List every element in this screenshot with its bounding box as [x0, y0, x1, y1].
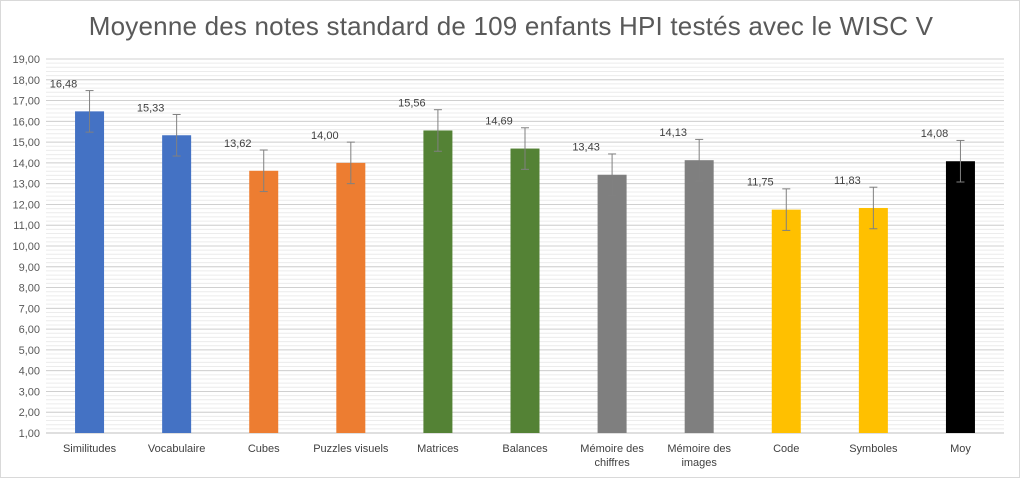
category-label: Cubes	[248, 443, 280, 455]
data-label: 11,75	[747, 177, 774, 189]
y-tick-label: 8,00	[19, 283, 40, 295]
category-label: Balances	[502, 443, 548, 455]
data-label: 14,69	[485, 116, 513, 128]
data-label: 14,13	[659, 127, 687, 139]
category-label: Matrices	[417, 443, 459, 455]
category-label: Symboles	[849, 443, 898, 455]
data-label: 14,00	[311, 130, 339, 142]
bar	[162, 135, 192, 433]
y-tick-label: 10,00	[12, 241, 40, 253]
category-label: Mémoire des	[580, 443, 644, 455]
bar	[597, 174, 627, 433]
category-label: Code	[773, 443, 799, 455]
y-tick-label: 5,00	[19, 345, 40, 357]
bar	[249, 170, 279, 434]
category-label: images	[681, 457, 717, 469]
data-label: 11,83	[834, 175, 861, 187]
bar	[423, 130, 453, 433]
y-tick-label: 12,00	[12, 199, 40, 211]
category-label: Vocabulaire	[148, 443, 206, 455]
category-label: Puzzles visuels	[313, 443, 389, 455]
y-tick-label: 1,00	[19, 428, 40, 440]
bar	[684, 160, 714, 433]
bar	[945, 161, 975, 433]
y-tick-label: 14,00	[12, 158, 40, 170]
y-tick-label: 4,00	[19, 366, 40, 378]
bar	[858, 207, 888, 433]
bar	[336, 162, 366, 433]
y-tick-label: 19,00	[12, 54, 40, 66]
y-tick-label: 6,00	[19, 324, 40, 336]
category-label: Moy	[950, 443, 971, 455]
data-label: 16,48	[50, 78, 78, 90]
y-tick-label: 9,00	[19, 262, 40, 274]
y-tick-label: 17,00	[12, 96, 40, 108]
y-tick-label: 13,00	[12, 179, 40, 191]
bar	[510, 148, 540, 433]
data-label: 15,33	[137, 102, 165, 114]
data-label: 13,43	[572, 142, 600, 154]
y-tick-label: 16,00	[12, 116, 40, 128]
y-tick-label: 11,00	[13, 220, 40, 232]
y-tick-label: 18,00	[12, 75, 40, 87]
y-tick-label: 15,00	[12, 137, 40, 149]
category-label: Similitudes	[63, 443, 117, 455]
data-label: 15,56	[398, 97, 426, 109]
y-tick-label: 3,00	[19, 386, 40, 398]
category-label: Mémoire des	[667, 443, 731, 455]
bar	[771, 209, 801, 433]
bar	[75, 111, 105, 434]
data-label: 14,08	[921, 128, 949, 140]
category-label: chiffres	[594, 457, 630, 469]
data-label: 13,62	[224, 138, 252, 150]
y-tick-label: 7,00	[19, 303, 40, 315]
y-tick-label: 2,00	[19, 407, 40, 419]
chart-title: Moyenne des notes standard de 109 enfant…	[88, 11, 934, 41]
